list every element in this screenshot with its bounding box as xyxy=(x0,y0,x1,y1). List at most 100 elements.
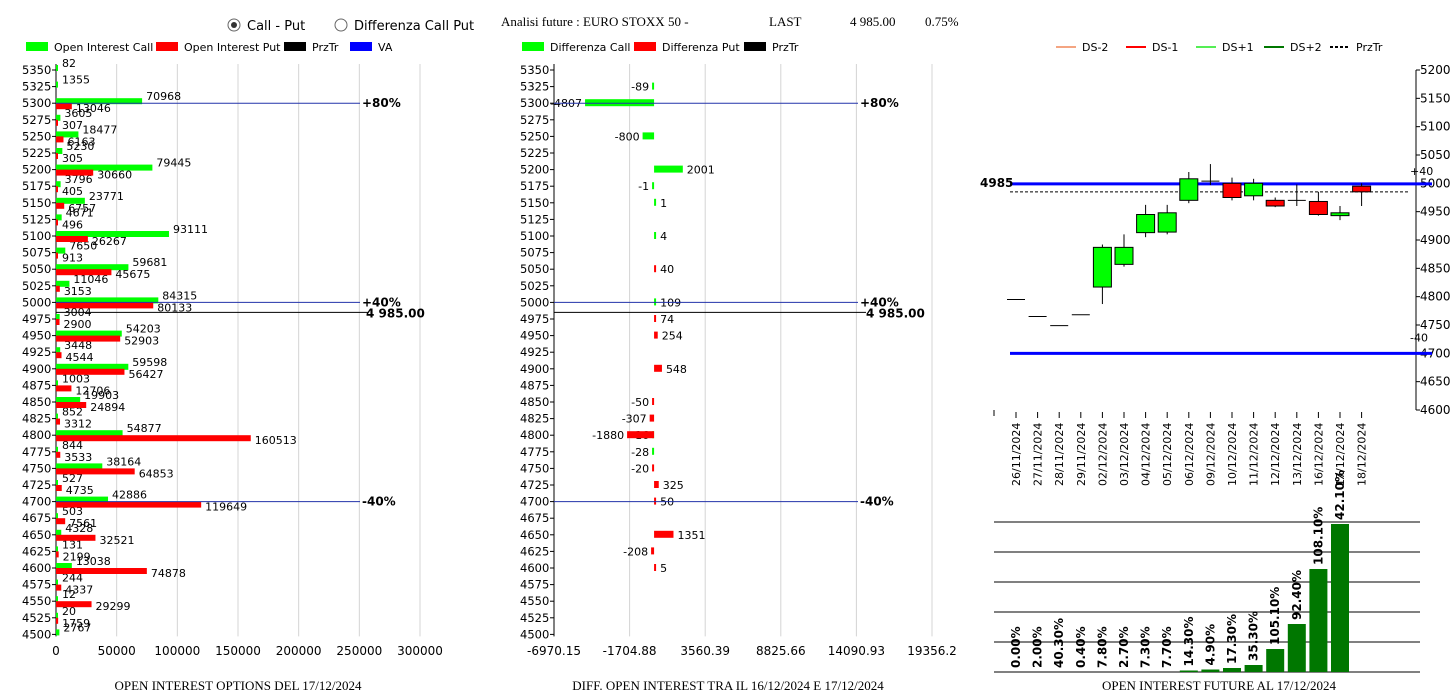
strike-label: 5175 xyxy=(520,179,549,193)
level-label: +80% xyxy=(860,96,899,110)
bar-value-label: 45675 xyxy=(115,268,150,281)
strike-label: 4975 xyxy=(520,312,549,326)
strike-label: 5325 xyxy=(520,80,549,94)
candle-body xyxy=(1330,212,1350,217)
bar-value-label: 7650 xyxy=(69,240,97,253)
radio-differenza-circle[interactable] xyxy=(334,18,348,32)
legend-label: DS-1 xyxy=(1152,41,1178,54)
radio-differenza[interactable]: Differenza Call Put xyxy=(334,18,474,34)
bar-put xyxy=(627,431,655,439)
bar-value-label: 1 xyxy=(660,197,667,210)
bar-put xyxy=(56,617,59,624)
bar-put xyxy=(56,518,66,525)
strike-label: 4700 xyxy=(22,495,51,509)
level-label: +80% xyxy=(362,96,401,110)
chart-title: OPEN INTEREST OPTIONS DEL 17/12/2024 xyxy=(115,678,363,693)
legend-swatch xyxy=(522,42,544,51)
y-tick-label: 5000 xyxy=(1420,176,1451,190)
strike-label: 5125 xyxy=(22,212,51,226)
bar-value-label: 32521 xyxy=(99,534,134,547)
date-label: 26/11/2024 xyxy=(1010,423,1023,486)
strike-label: 5250 xyxy=(520,129,549,143)
strike-label: 5000 xyxy=(22,295,51,309)
legend-label: PrzTr xyxy=(312,41,339,54)
bar-value-label: 2.00% xyxy=(1031,626,1045,668)
legend-label: VA xyxy=(378,41,393,54)
bar-value-label: 852 xyxy=(62,406,83,419)
legend-label: DS+1 xyxy=(1222,41,1254,54)
bar-value-label: 1351 xyxy=(677,529,705,542)
price-label: 4985 xyxy=(980,176,1013,190)
bar-value-label: -307 xyxy=(622,413,647,426)
date-label: 16/12/2024 xyxy=(1312,423,1325,486)
bar-value-label: 17.30% xyxy=(1225,614,1239,664)
bar-value-label: 160513 xyxy=(255,434,297,447)
strike-label: 5300 xyxy=(520,96,549,110)
bar-call xyxy=(56,197,85,204)
strike-label: 4950 xyxy=(22,329,51,343)
level-label: +40% xyxy=(860,295,899,309)
level-label: -40 xyxy=(1410,331,1428,344)
strike-label: 4600 xyxy=(22,561,51,575)
bar-value-label: 19903 xyxy=(84,389,119,402)
bar-value-label: 54203 xyxy=(126,323,161,336)
y-tick-label: 4800 xyxy=(1420,290,1451,304)
radio-differenza-label[interactable]: Differenza Call Put xyxy=(354,19,474,34)
strike-label: 4550 xyxy=(520,594,549,608)
bar-value-label: 496 xyxy=(62,218,83,231)
bar-put xyxy=(56,435,251,442)
legend-swatch xyxy=(26,42,48,51)
bar-value-label: 64853 xyxy=(139,467,174,480)
bar-value-label: 844 xyxy=(62,439,83,452)
strike-label: 4850 xyxy=(520,395,549,409)
bar-value-label: 29299 xyxy=(96,600,131,613)
bar-put xyxy=(56,319,60,325)
strike-label: 4875 xyxy=(22,378,51,392)
price-label: 4 985.00 xyxy=(866,306,925,320)
strike-label: 4925 xyxy=(22,345,51,359)
strike-label: 4650 xyxy=(22,528,51,542)
strike-label: 4600 xyxy=(520,561,549,575)
bar-call xyxy=(56,629,60,636)
bar-value-label: 59681 xyxy=(132,256,167,269)
bar-value-label: 6757 xyxy=(68,202,96,215)
legend-label: PrzTr xyxy=(1356,41,1383,54)
bar-call xyxy=(56,546,58,553)
x-tick-label: 0 xyxy=(52,644,60,658)
bar-value-label: 59598 xyxy=(132,356,167,369)
bar-put xyxy=(654,315,657,322)
radio-call-put[interactable]: Call - Put xyxy=(227,18,305,34)
bar-value-label: -28 xyxy=(631,446,649,459)
strike-label: 5075 xyxy=(22,246,51,260)
y-tick-label: 5050 xyxy=(1420,148,1451,162)
bar-value-label: 30660 xyxy=(97,169,132,182)
bar xyxy=(1287,624,1306,672)
bar-call xyxy=(56,181,61,188)
x-tick-label: 100000 xyxy=(154,644,200,658)
bar-value-label: 3312 xyxy=(64,418,92,431)
bar-call xyxy=(642,132,655,140)
strike-label: 5200 xyxy=(520,163,549,177)
strike-label: 4950 xyxy=(520,329,549,343)
bar-value-label: 2767 xyxy=(63,621,91,634)
strike-label: 5025 xyxy=(520,279,549,293)
date-label: 02/12/2024 xyxy=(1096,423,1109,486)
candle-body xyxy=(1308,200,1328,215)
strike-label: 4750 xyxy=(22,461,51,475)
radio-call-put-label[interactable]: Call - Put xyxy=(247,19,305,34)
candle-body xyxy=(1179,178,1199,201)
price-label: 4 985.00 xyxy=(366,306,425,320)
bar-value-label: 4671 xyxy=(66,206,94,219)
bar-call xyxy=(652,182,655,190)
bar-call xyxy=(56,380,58,387)
oi-future-chart: 0.00% 2.00% 40.30% 0.40% 7.80% 2.70% 7.30% 7.70… xyxy=(994,470,1420,693)
bar-put xyxy=(56,335,121,342)
bar-put xyxy=(56,169,94,176)
bar-value-label: 2900 xyxy=(64,318,92,331)
bar-call xyxy=(56,612,58,619)
bar-put xyxy=(56,236,88,242)
strike-label: 4725 xyxy=(22,478,51,492)
date-label: 05/12/2024 xyxy=(1161,423,1174,486)
date-label: 03/12/2024 xyxy=(1118,423,1131,486)
last-label: LAST xyxy=(769,14,802,29)
